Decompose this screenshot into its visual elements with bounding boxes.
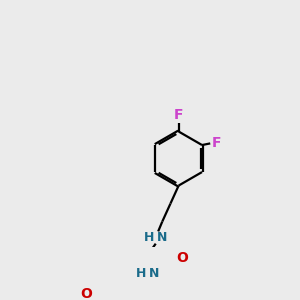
Text: F: F: [174, 108, 183, 122]
Text: O: O: [80, 287, 92, 300]
Text: H: H: [144, 231, 154, 244]
Text: O: O: [176, 251, 188, 266]
Text: N: N: [158, 231, 168, 244]
Text: H: H: [136, 268, 146, 281]
Text: N: N: [149, 268, 160, 281]
Text: F: F: [212, 136, 221, 150]
